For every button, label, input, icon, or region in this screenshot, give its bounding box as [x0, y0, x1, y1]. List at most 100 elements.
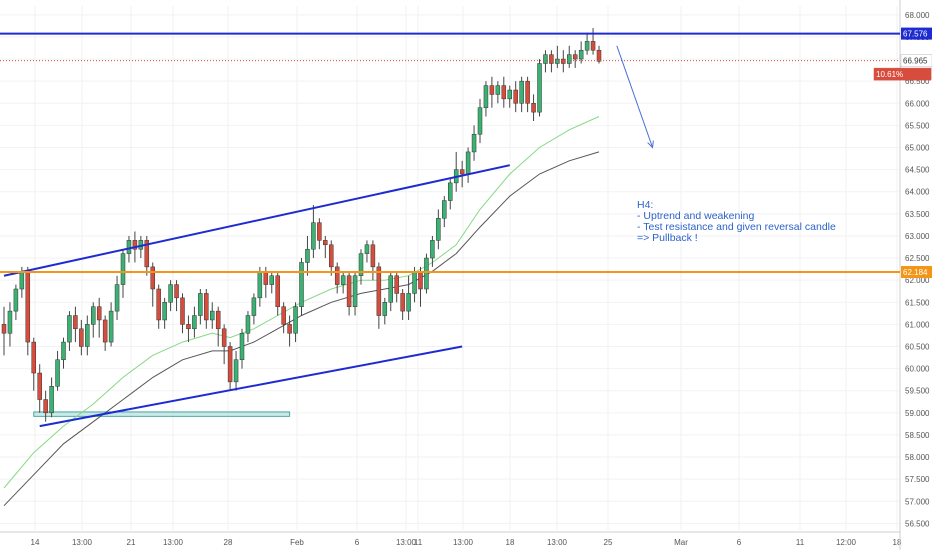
candle-body[interactable]: [49, 386, 54, 414]
candle-body[interactable]: [25, 271, 31, 343]
candle-body[interactable]: [156, 288, 161, 321]
candle-body[interactable]: [162, 302, 167, 321]
candle-body[interactable]: [120, 253, 126, 285]
candle-body[interactable]: [329, 244, 334, 268]
candle-body[interactable]: [364, 244, 370, 254]
candle-body[interactable]: [370, 244, 376, 268]
candle-body[interactable]: [73, 315, 78, 330]
support-zone[interactable]: [33, 411, 291, 417]
candle-body[interactable]: [513, 89, 518, 104]
candle-body[interactable]: [215, 310, 221, 330]
candle-body[interactable]: [376, 266, 382, 316]
candle-body[interactable]: [91, 306, 96, 325]
candle-body[interactable]: [537, 63, 542, 113]
candle-body[interactable]: [37, 372, 42, 400]
candle-body[interactable]: [525, 80, 530, 104]
candle-body[interactable]: [269, 275, 274, 285]
candle-body[interactable]: [227, 346, 233, 383]
candle-body[interactable]: [204, 293, 209, 321]
candle-body[interactable]: [174, 284, 179, 299]
candle-body[interactable]: [406, 293, 411, 312]
candle-body[interactable]: [572, 54, 578, 60]
candle-body[interactable]: [79, 328, 84, 347]
candle-body[interactable]: [346, 275, 352, 307]
candle-body[interactable]: [519, 80, 524, 104]
forecast-arrow-line[interactable]: [616, 45, 654, 148]
candle-body[interactable]: [555, 58, 560, 64]
candle-body[interactable]: [192, 315, 197, 330]
candle-body[interactable]: [96, 306, 102, 321]
candle-body[interactable]: [400, 293, 405, 312]
candle-body[interactable]: [430, 240, 435, 259]
candle-body[interactable]: [55, 359, 60, 387]
candle-body[interactable]: [388, 275, 393, 303]
candle-body[interactable]: [471, 133, 477, 153]
channel-upper-line[interactable]: [3, 164, 510, 277]
candle-body[interactable]: [245, 315, 251, 334]
candle-body[interactable]: [358, 253, 364, 276]
candle-body[interactable]: [67, 315, 72, 343]
candle-body[interactable]: [311, 222, 316, 250]
candle-body[interactable]: [323, 240, 328, 246]
candle-body[interactable]: [251, 297, 257, 316]
candle-body[interactable]: [334, 266, 340, 285]
candle-body[interactable]: [578, 49, 584, 60]
candle-body[interactable]: [275, 275, 280, 307]
candle-body[interactable]: [543, 54, 548, 64]
candle-body[interactable]: [418, 271, 423, 290]
candle-body[interactable]: [43, 399, 48, 414]
candle-body[interactable]: [85, 324, 90, 347]
candle-body[interactable]: [1, 324, 7, 334]
candle-body[interactable]: [61, 341, 66, 361]
candle-body[interactable]: [596, 49, 602, 62]
candle-body[interactable]: [281, 306, 286, 325]
candle-body[interactable]: [233, 359, 239, 383]
candle-body[interactable]: [340, 275, 346, 285]
candle-body[interactable]: [412, 271, 417, 294]
candle-body[interactable]: [299, 262, 304, 307]
candle-body[interactable]: [483, 85, 489, 108]
candle-body[interactable]: [465, 151, 471, 175]
candle-body[interactable]: [293, 306, 298, 334]
candle-body[interactable]: [531, 103, 536, 113]
candle-body[interactable]: [567, 54, 572, 64]
candle-body[interactable]: [186, 324, 191, 330]
candle-body[interactable]: [150, 266, 155, 290]
candle-body[interactable]: [102, 319, 108, 343]
candle-body[interactable]: [31, 341, 36, 374]
candle-body[interactable]: [561, 58, 566, 64]
candle-body[interactable]: [394, 275, 399, 294]
candle-body[interactable]: [210, 310, 215, 321]
candle-body[interactable]: [549, 54, 554, 64]
candle-body[interactable]: [495, 85, 501, 95]
candle-body[interactable]: [13, 288, 19, 312]
candle-body[interactable]: [168, 284, 173, 303]
candle-body[interactable]: [287, 324, 292, 334]
candle-body[interactable]: [477, 107, 483, 135]
candle-body[interactable]: [584, 41, 590, 51]
candle-body[interactable]: [180, 297, 185, 325]
candle-body[interactable]: [448, 182, 453, 201]
candle-body[interactable]: [590, 41, 596, 51]
candle-body[interactable]: [198, 293, 203, 316]
candle-body[interactable]: [305, 248, 310, 263]
candle-body[interactable]: [257, 271, 263, 299]
candle-body[interactable]: [144, 240, 150, 268]
candle-body[interactable]: [126, 240, 132, 254]
candle-body[interactable]: [108, 310, 114, 343]
candle-body[interactable]: [382, 302, 388, 316]
candle-body[interactable]: [436, 218, 441, 241]
channel-lower-line[interactable]: [39, 345, 463, 428]
candle-body[interactable]: [114, 284, 120, 312]
candle-body[interactable]: [442, 200, 447, 219]
candle-body[interactable]: [352, 275, 358, 307]
candle-body[interactable]: [424, 257, 429, 290]
candle-body[interactable]: [317, 222, 322, 241]
candle-body[interactable]: [132, 240, 138, 250]
candle-body[interactable]: [501, 85, 507, 100]
candle-body[interactable]: [19, 271, 25, 290]
candle-body[interactable]: [459, 169, 465, 175]
candle-body[interactable]: [489, 85, 495, 95]
